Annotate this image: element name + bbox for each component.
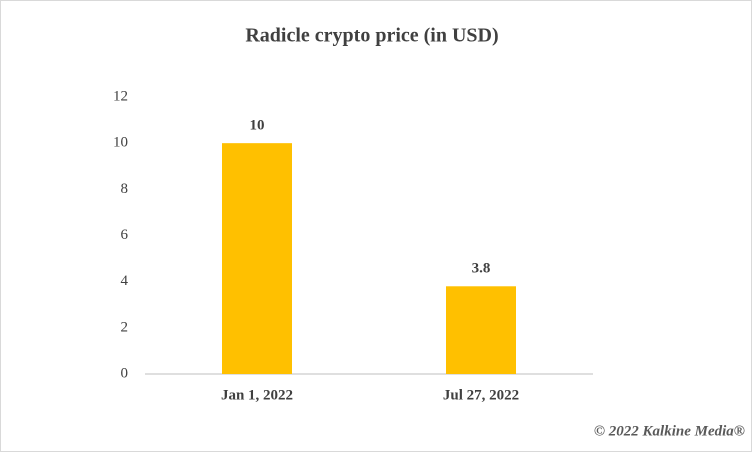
x-tick-label: Jan 1, 2022: [221, 387, 293, 403]
y-tick-label: 12: [113, 88, 128, 104]
data-label: 10: [250, 118, 265, 134]
y-tick-label: 0: [121, 365, 129, 381]
y-tick-label: 6: [121, 227, 129, 243]
chart-title: Radicle crypto price (in USD): [245, 25, 498, 47]
y-tick-label: 4: [121, 273, 129, 289]
bar: [222, 143, 292, 374]
y-tick-label: 10: [113, 135, 128, 151]
y-tick-label: 2: [121, 319, 129, 335]
annotation: © 2022 Kalkine Media®: [594, 423, 745, 439]
data-label: 3.8: [472, 261, 491, 277]
y-tick-label: 8: [121, 181, 129, 197]
x-tick-label: Jul 27, 2022: [443, 387, 519, 403]
bar: [446, 286, 516, 374]
